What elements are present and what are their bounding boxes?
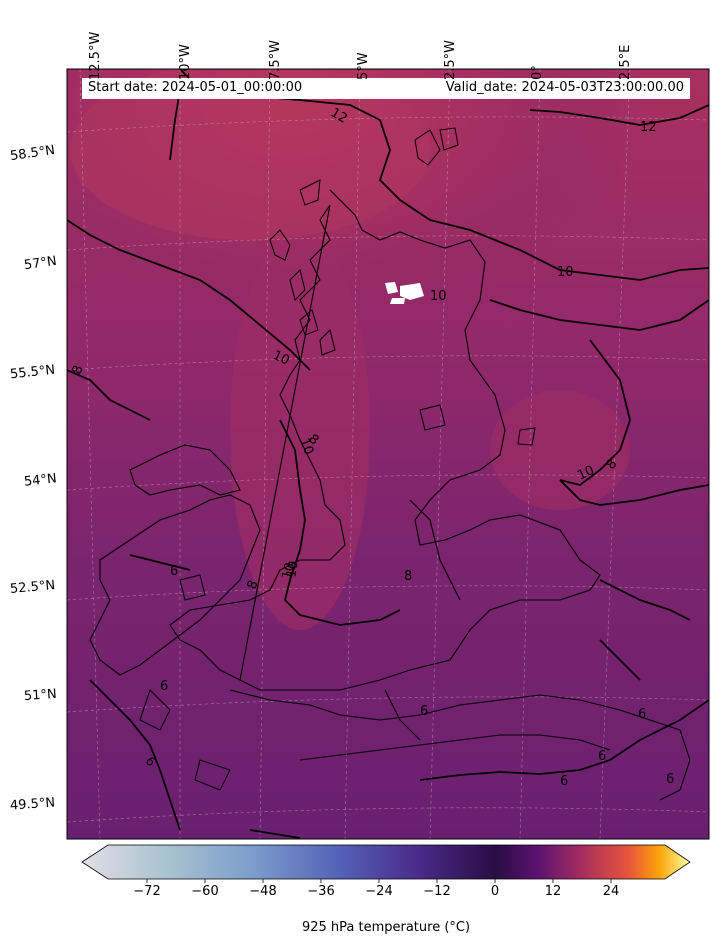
colorbar-ticks: −72 −60 −48 −36 −24 −12 0 12 24	[0, 882, 716, 902]
valid-date-label: Valid_date: 2024-05-03T23:00:00.00	[445, 80, 684, 95]
coastlines	[89, 189, 691, 801]
contour-label: 10	[430, 289, 447, 304]
contour-label: 6	[666, 772, 674, 787]
terrain-mask	[385, 282, 424, 304]
colorbar-tick-label: −60	[191, 884, 219, 899]
info-box: Start date: 2024-05-01_00:00:00 Valid_da…	[82, 78, 690, 99]
colorbar-tick-label: −72	[133, 884, 161, 899]
latitude-label: 51°N	[23, 686, 58, 705]
map-frame	[66, 68, 710, 840]
colorbar-label: 925 hPa temperature (°C)	[301, 920, 471, 935]
longitude-label: 0°	[530, 65, 545, 80]
colorbar-tick-label: 24	[602, 884, 620, 899]
contour-label: 6	[638, 707, 646, 722]
contour-label: 12	[640, 120, 657, 135]
colorbar-tick-label: −48	[249, 884, 277, 899]
latitude-label: 49.5°N	[9, 795, 56, 814]
contour-label: 6	[560, 774, 568, 789]
longitude-label: 2.5°E	[618, 44, 633, 80]
temperature-field	[67, 69, 709, 839]
contour-label: 10	[284, 560, 302, 579]
contour-label: 6	[160, 679, 168, 694]
islands	[139, 127, 536, 791]
contour-label: 6	[598, 749, 606, 764]
longitude-label: 12.5°W	[88, 31, 103, 80]
contour-label: 6	[420, 704, 428, 719]
contour-label: 10	[296, 436, 316, 457]
colorbar-tick-label: 0	[490, 884, 500, 899]
colorbar-tick-label: −36	[307, 884, 335, 899]
longitude-label: 10°W	[178, 44, 193, 80]
start-date-label: Start date: 2024-05-01_00:00:00	[88, 80, 303, 95]
colorbar-tick-marks	[146, 879, 612, 883]
contour-label: 10	[270, 348, 291, 369]
contour-label: 8	[404, 569, 412, 584]
colorbar	[81, 844, 691, 883]
longitude-label: 7.5°W	[268, 39, 283, 80]
longitude-label: 5°W	[356, 52, 371, 80]
contour-label: 6	[170, 564, 178, 579]
colorbar-tick-label: −12	[423, 884, 451, 899]
isotherms	[67, 69, 709, 839]
contour-label: 10	[279, 561, 298, 581]
colorbar-tick-label: −24	[365, 884, 393, 899]
graticule	[67, 69, 709, 839]
contour-label: 10	[557, 265, 574, 280]
contour-label: 12	[328, 105, 350, 126]
colorbar-tick-label: 12	[544, 884, 562, 899]
longitude-label: 2.5°W	[443, 39, 458, 80]
contour-label: 10	[575, 463, 596, 484]
